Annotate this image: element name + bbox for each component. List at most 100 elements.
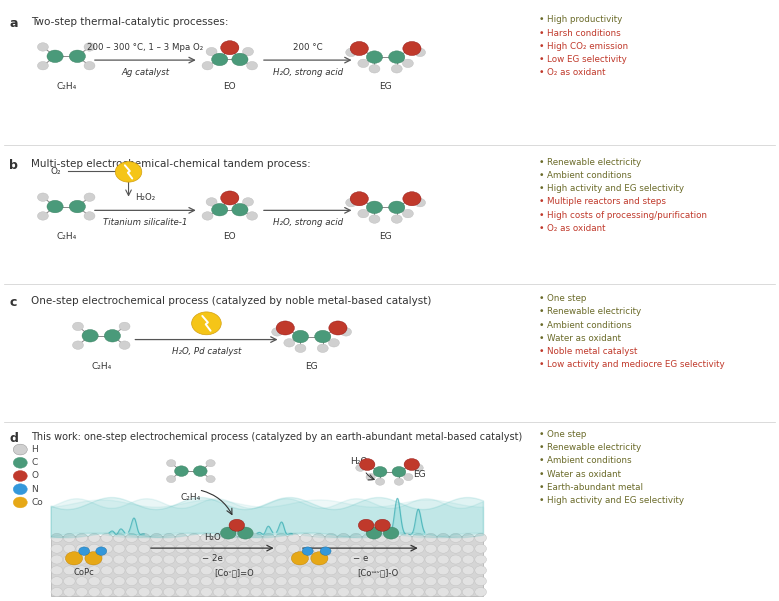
Circle shape	[449, 577, 461, 585]
Text: High costs of processing/purification: High costs of processing/purification	[547, 211, 707, 219]
Text: − e: − e	[353, 554, 368, 563]
Circle shape	[164, 566, 174, 575]
Circle shape	[338, 566, 349, 575]
Circle shape	[350, 545, 361, 553]
Circle shape	[449, 588, 461, 596]
Circle shape	[413, 566, 424, 575]
Circle shape	[175, 545, 188, 553]
Circle shape	[126, 555, 138, 564]
Text: •: •	[539, 470, 545, 478]
Circle shape	[350, 41, 368, 55]
Text: 200 – 300 °C, 1 – 3 Mpa O₂: 200 – 300 °C, 1 – 3 Mpa O₂	[87, 43, 203, 52]
Circle shape	[51, 555, 62, 564]
Circle shape	[114, 566, 125, 575]
Circle shape	[375, 519, 390, 531]
Circle shape	[340, 328, 351, 336]
Circle shape	[369, 215, 380, 224]
Circle shape	[311, 552, 328, 565]
Circle shape	[114, 588, 125, 596]
Text: Two-step thermal-catalytic processes:: Two-step thermal-catalytic processes:	[31, 17, 229, 27]
Circle shape	[375, 478, 385, 485]
Text: d: d	[9, 432, 18, 445]
Text: Titanium silicalite-1: Titanium silicalite-1	[103, 218, 188, 227]
Circle shape	[213, 566, 225, 575]
Text: Renewable electricity: Renewable electricity	[547, 158, 641, 166]
Circle shape	[462, 566, 474, 575]
Text: c: c	[9, 296, 16, 310]
Circle shape	[300, 555, 312, 564]
Circle shape	[126, 534, 138, 542]
Circle shape	[238, 555, 249, 564]
Text: High productivity: High productivity	[547, 16, 622, 24]
Text: EG: EG	[379, 82, 392, 91]
Circle shape	[326, 555, 337, 564]
Circle shape	[404, 474, 413, 481]
Circle shape	[313, 534, 324, 542]
Circle shape	[139, 577, 150, 585]
Circle shape	[358, 209, 368, 218]
Circle shape	[400, 545, 412, 553]
Text: 200 °C: 200 °C	[293, 43, 323, 52]
Circle shape	[414, 464, 423, 471]
Circle shape	[413, 577, 424, 585]
Circle shape	[263, 588, 274, 596]
Circle shape	[189, 588, 199, 596]
Circle shape	[438, 555, 449, 564]
Circle shape	[174, 466, 189, 477]
Circle shape	[295, 344, 306, 353]
Text: [Coᵛᵜ]=O: [Coᵛᵜ]=O	[213, 568, 254, 577]
Circle shape	[220, 191, 239, 205]
Circle shape	[151, 555, 163, 564]
Circle shape	[238, 527, 253, 539]
Text: One step: One step	[547, 294, 587, 303]
Circle shape	[212, 53, 227, 66]
Circle shape	[375, 555, 386, 564]
Circle shape	[126, 577, 138, 585]
Text: N: N	[31, 485, 38, 493]
Circle shape	[220, 41, 239, 55]
Circle shape	[226, 534, 237, 542]
Circle shape	[403, 59, 414, 67]
Circle shape	[388, 545, 399, 553]
Circle shape	[226, 545, 237, 553]
Circle shape	[276, 321, 294, 335]
Text: Ambient conditions: Ambient conditions	[547, 321, 632, 329]
Circle shape	[13, 471, 27, 481]
Circle shape	[375, 577, 386, 585]
Circle shape	[201, 545, 212, 553]
Text: •: •	[539, 347, 545, 356]
Circle shape	[400, 555, 412, 564]
Circle shape	[288, 545, 299, 553]
Text: •: •	[539, 334, 545, 343]
Circle shape	[369, 64, 380, 73]
Circle shape	[202, 212, 213, 220]
Circle shape	[313, 555, 324, 564]
Circle shape	[425, 566, 436, 575]
Text: Earth-abundant metal: Earth-abundant metal	[547, 483, 643, 492]
Circle shape	[250, 566, 262, 575]
Circle shape	[276, 555, 287, 564]
Circle shape	[114, 577, 125, 585]
Circle shape	[206, 47, 217, 56]
Text: •: •	[539, 483, 545, 492]
Circle shape	[346, 48, 357, 56]
Circle shape	[139, 588, 150, 596]
Text: Ambient conditions: Ambient conditions	[547, 171, 632, 180]
Circle shape	[69, 200, 86, 213]
Circle shape	[89, 545, 100, 553]
Circle shape	[313, 545, 324, 553]
Circle shape	[114, 555, 125, 564]
Circle shape	[13, 484, 27, 495]
Text: High activity and EG selectivity: High activity and EG selectivity	[547, 496, 684, 505]
Circle shape	[326, 545, 337, 553]
Circle shape	[302, 547, 313, 555]
Text: •: •	[539, 69, 545, 77]
Circle shape	[288, 566, 299, 575]
Circle shape	[438, 545, 449, 553]
Text: •: •	[539, 42, 545, 50]
Text: C₂H₄: C₂H₄	[56, 82, 76, 91]
Circle shape	[139, 555, 150, 564]
Circle shape	[326, 566, 337, 575]
Circle shape	[51, 588, 62, 596]
Circle shape	[363, 545, 374, 553]
